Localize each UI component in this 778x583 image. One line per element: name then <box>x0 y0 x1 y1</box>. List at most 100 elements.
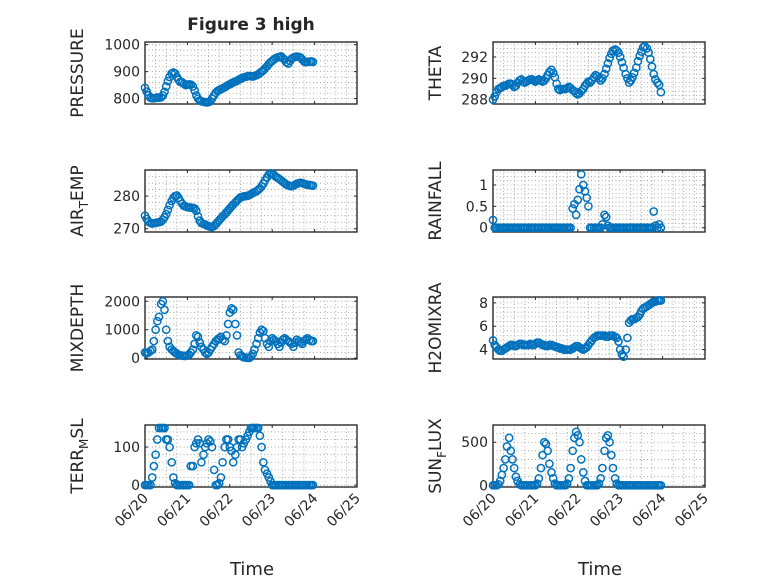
subplot-7: 06/20 06/21 06/22 06/23 06/24 06/25 0 100 TERRMS… <box>68 418 364 580</box>
y-tick-label: 1 <box>479 178 488 194</box>
data-point <box>608 463 618 473</box>
data-point <box>308 181 318 191</box>
data-point <box>573 195 583 205</box>
data-point <box>575 437 584 447</box>
subplot-1: 800 900 1000 PRESSURE Figure 3 high <box>68 15 358 118</box>
y-tick-label: 1000 <box>104 323 140 339</box>
subplot-6: 4 6 8 H2OMIXRA <box>426 282 706 374</box>
data-point <box>651 221 660 230</box>
data-point <box>578 468 588 477</box>
data-point <box>623 333 632 343</box>
y-tick-label: 0.5 <box>466 199 488 215</box>
data-point <box>568 204 578 213</box>
x-tick-label: 06/23 <box>587 491 627 531</box>
data-point <box>566 223 575 233</box>
subplot-4: 0 0.5 1 RAINFALL <box>426 161 706 241</box>
data-point <box>531 480 540 490</box>
data-point <box>158 296 168 306</box>
data-point <box>511 472 521 482</box>
data-point <box>151 325 160 335</box>
data-point <box>598 73 607 83</box>
data-point <box>628 72 637 82</box>
data-point <box>598 219 607 229</box>
data-point <box>635 51 645 61</box>
x-tick-label: 06/25 <box>324 491 364 531</box>
data-point <box>584 201 593 211</box>
axes-box <box>492 41 706 105</box>
data-point <box>163 76 173 86</box>
y-axis-label: PRESSURE <box>68 28 88 117</box>
data-point <box>488 335 498 345</box>
data-point <box>257 325 266 335</box>
data-point <box>152 435 162 444</box>
data-point <box>610 474 620 483</box>
data-point <box>257 442 266 452</box>
data-point <box>146 346 155 356</box>
y-axis-label: THETA <box>426 45 446 101</box>
subplot-2: 288 290 292 THETA <box>426 41 706 109</box>
data-point <box>308 57 318 67</box>
data-point <box>165 442 174 452</box>
y-tick-label: 6 <box>479 319 488 335</box>
data-point <box>617 57 627 67</box>
data-point <box>596 76 606 85</box>
axes-box <box>492 296 706 360</box>
x-axis-label: Time <box>577 559 622 580</box>
data-point <box>642 44 652 53</box>
data-point <box>222 331 231 340</box>
y-axis-label: SUNFLUX <box>426 418 449 494</box>
data-point <box>227 304 236 313</box>
data-point <box>169 473 178 482</box>
x-tick-label: 06/22 <box>545 491 585 531</box>
data-point <box>621 345 631 354</box>
y-tick-label: 1000 <box>104 38 140 54</box>
data-point <box>490 92 500 101</box>
data-point <box>264 342 274 352</box>
data-point <box>248 349 258 359</box>
y-tick-label: 8 <box>479 296 488 312</box>
data-point <box>165 200 174 210</box>
data-point <box>568 446 578 456</box>
y-tick-label: 280 <box>113 189 140 205</box>
data-point <box>308 336 318 346</box>
data-point <box>566 463 575 473</box>
data-point <box>596 474 606 483</box>
data-point <box>278 335 288 345</box>
data-point <box>571 210 581 220</box>
y-tick-label: 0 <box>131 351 140 367</box>
data-point <box>653 78 662 87</box>
data-point <box>209 465 219 475</box>
axes-box <box>144 41 358 105</box>
data-point <box>605 53 614 63</box>
data-point <box>161 82 171 91</box>
data-point <box>615 345 625 354</box>
data-point <box>504 433 514 443</box>
data-point <box>629 68 639 78</box>
data-point <box>612 46 622 55</box>
data-point <box>163 336 173 346</box>
data-point <box>152 316 162 326</box>
data-point <box>230 319 240 329</box>
subplot-3: 270 280 AIRTEMP <box>68 165 358 238</box>
series-points <box>140 51 318 107</box>
data-point <box>204 435 213 444</box>
subplot-8: 06/20 06/21 06/22 06/23 06/24 06/25 0 500 SUNFLU… <box>426 418 712 580</box>
data-point <box>576 455 586 464</box>
data-point <box>600 210 609 220</box>
data-point <box>539 437 549 447</box>
x-tick-label: 06/21 <box>154 491 194 531</box>
data-point <box>603 59 613 68</box>
data-point <box>149 336 159 346</box>
y-tick-label: 0 <box>479 478 488 494</box>
axes-box <box>144 169 358 233</box>
data-point <box>499 463 508 473</box>
data-point <box>190 86 199 95</box>
data-point <box>188 461 198 471</box>
series-points <box>140 423 318 490</box>
data-point <box>193 332 203 342</box>
data-point <box>640 41 650 51</box>
data-point <box>601 212 611 222</box>
data-point <box>621 69 631 79</box>
data-point <box>184 480 194 490</box>
